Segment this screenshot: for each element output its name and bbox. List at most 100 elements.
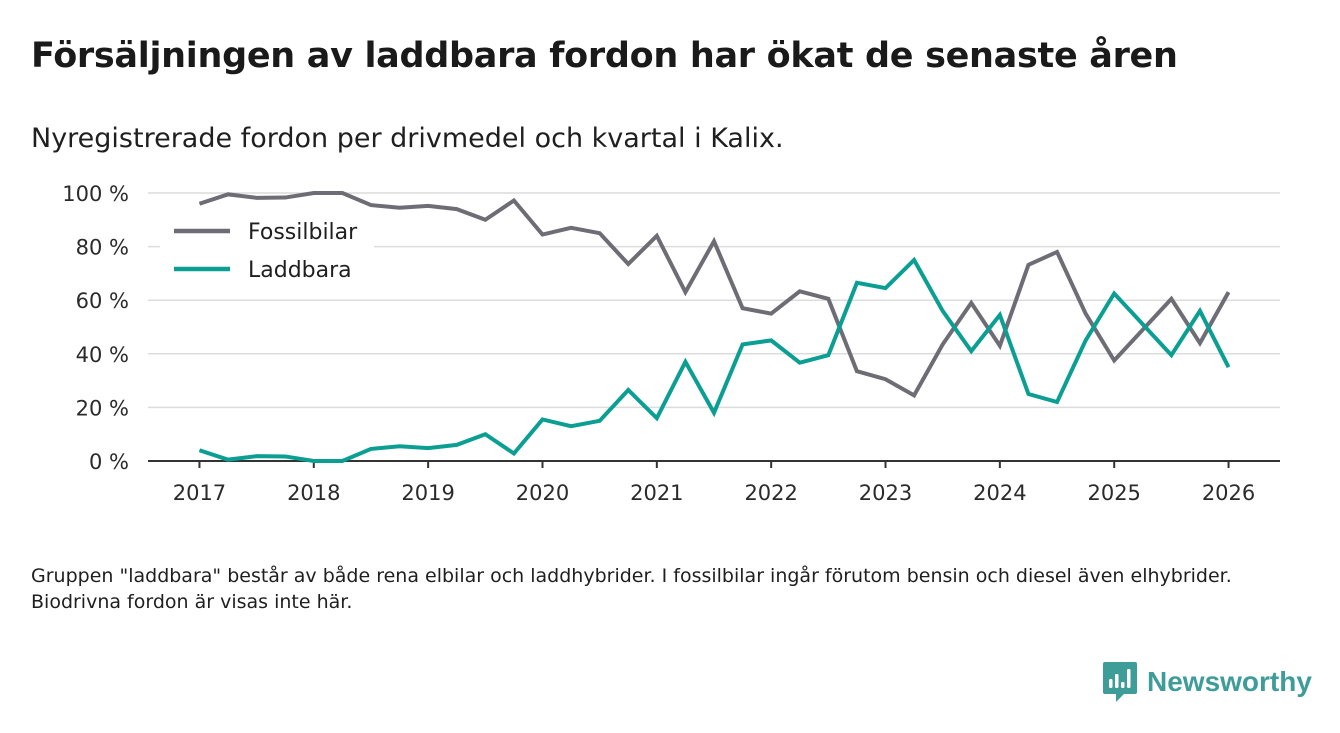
x-tick-label: 2018 bbox=[287, 481, 340, 505]
data-point bbox=[769, 338, 773, 342]
y-tick-label: 0 % bbox=[89, 450, 129, 474]
series-line-fossilbilar bbox=[198, 191, 1231, 399]
x-tick-label: 2022 bbox=[744, 481, 797, 505]
y-tick-label: 100 % bbox=[62, 182, 129, 206]
data-point bbox=[455, 443, 459, 447]
data-point bbox=[826, 353, 830, 357]
x-tick-label: 2017 bbox=[173, 481, 226, 505]
data-point bbox=[369, 447, 373, 451]
data-point bbox=[1055, 400, 1059, 404]
y-tick-label: 40 % bbox=[76, 343, 129, 367]
data-point bbox=[1084, 312, 1088, 316]
data-point bbox=[884, 286, 888, 290]
data-point bbox=[197, 448, 201, 452]
data-point bbox=[455, 207, 459, 211]
chart-subtitle: Nyregistrerade fordon per drivmedel och … bbox=[31, 123, 784, 154]
data-point bbox=[769, 312, 773, 316]
data-point bbox=[1169, 353, 1173, 357]
data-point bbox=[1055, 250, 1059, 254]
data-point bbox=[1026, 392, 1030, 396]
data-point bbox=[884, 377, 888, 381]
data-point bbox=[283, 196, 287, 200]
brand-name: Newsworthy bbox=[1147, 666, 1312, 697]
data-point bbox=[398, 444, 402, 448]
data-point bbox=[340, 459, 344, 463]
newsworthy-logo[interactable]: Newsworthy bbox=[1103, 662, 1312, 702]
x-tick-label: 2023 bbox=[859, 481, 912, 505]
chart-title: Försäljningen av laddbara fordon har öka… bbox=[31, 36, 1178, 76]
data-point bbox=[912, 393, 916, 397]
series-line-laddbara bbox=[198, 256, 1231, 463]
data-point bbox=[998, 344, 1002, 348]
x-tick-label: 2020 bbox=[516, 481, 569, 505]
y-tick-label: 60 % bbox=[76, 289, 129, 313]
data-point bbox=[226, 458, 230, 462]
x-tick-label: 2025 bbox=[1087, 481, 1140, 505]
data-point bbox=[855, 281, 859, 285]
data-point bbox=[312, 191, 316, 195]
data-point bbox=[1169, 297, 1173, 301]
data-point bbox=[826, 297, 830, 301]
data-point bbox=[569, 424, 573, 428]
data-point bbox=[655, 416, 659, 420]
data-point bbox=[569, 226, 573, 230]
x-tick-label: 2019 bbox=[401, 481, 454, 505]
data-point bbox=[855, 369, 859, 373]
legend-label: Fossilbilar bbox=[248, 220, 358, 245]
footnote: Gruppen "laddbara" består av både rena e… bbox=[31, 565, 1232, 613]
data-point bbox=[340, 191, 344, 195]
data-point bbox=[741, 306, 745, 310]
data-point bbox=[1112, 359, 1116, 363]
data-point bbox=[1198, 341, 1202, 345]
data-point bbox=[683, 290, 687, 294]
data-point bbox=[483, 218, 487, 222]
data-point bbox=[226, 192, 230, 196]
data-point bbox=[197, 202, 201, 206]
data-point bbox=[255, 196, 259, 200]
data-point bbox=[1026, 263, 1030, 267]
data-point bbox=[712, 411, 716, 415]
data-point bbox=[1141, 322, 1145, 326]
data-point bbox=[426, 204, 430, 208]
legend-background bbox=[160, 208, 374, 288]
data-point bbox=[1227, 290, 1231, 294]
data-point bbox=[598, 419, 602, 423]
data-point bbox=[798, 289, 802, 293]
data-point bbox=[941, 342, 945, 346]
data-point bbox=[1084, 338, 1088, 342]
y-tick-label: 80 % bbox=[76, 236, 129, 260]
data-point bbox=[598, 231, 602, 235]
data-point bbox=[1227, 365, 1231, 369]
data-point bbox=[712, 239, 716, 243]
x-tick-label: 2024 bbox=[973, 481, 1026, 505]
data-point bbox=[941, 309, 945, 313]
data-point bbox=[426, 446, 430, 450]
data-point bbox=[626, 388, 630, 392]
line-chart: 0 % 20 % 40 % 60 % 80 % 100 % 2017 2018 2019 2020… bbox=[62, 182, 1280, 505]
data-point bbox=[683, 360, 687, 364]
data-point bbox=[998, 313, 1002, 317]
legend-label: Laddbara bbox=[248, 258, 352, 283]
data-point bbox=[512, 451, 516, 455]
data-point bbox=[483, 432, 487, 436]
data-point bbox=[1112, 292, 1116, 296]
data-point bbox=[741, 342, 745, 346]
y-tick-label: 20 % bbox=[76, 396, 129, 420]
data-point bbox=[626, 262, 630, 266]
data-point bbox=[540, 417, 544, 421]
data-point bbox=[969, 349, 973, 353]
data-point bbox=[255, 454, 259, 458]
data-point bbox=[1198, 309, 1202, 313]
data-point bbox=[912, 258, 916, 262]
data-point bbox=[969, 301, 973, 305]
bar-chart-logo-icon bbox=[1103, 662, 1137, 702]
data-point bbox=[369, 203, 373, 207]
data-point bbox=[312, 459, 316, 463]
data-point bbox=[655, 234, 659, 238]
x-tick-label: 2026 bbox=[1202, 481, 1255, 505]
x-tick-label: 2021 bbox=[630, 481, 683, 505]
data-point bbox=[283, 454, 287, 458]
data-point bbox=[512, 199, 516, 203]
data-point bbox=[540, 233, 544, 237]
data-point bbox=[798, 361, 802, 365]
